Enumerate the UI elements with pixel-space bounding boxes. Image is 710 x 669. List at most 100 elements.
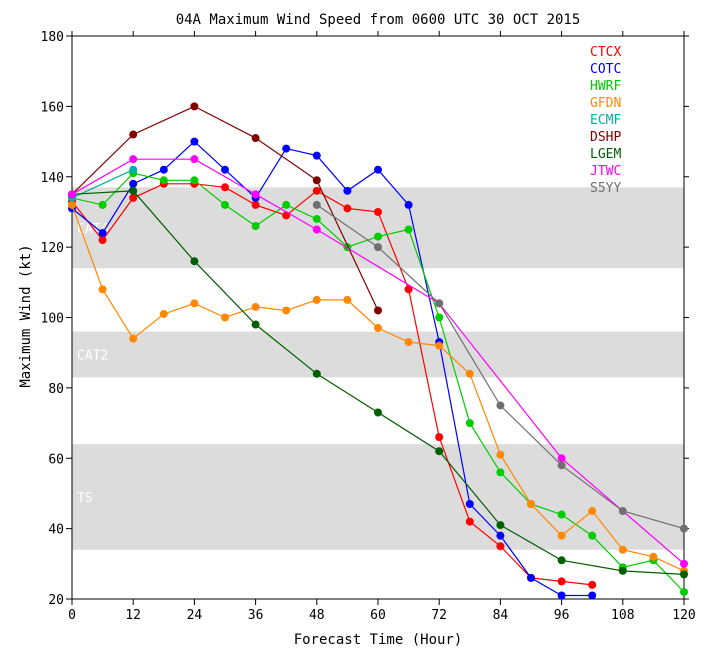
point-cotc: [527, 573, 535, 582]
series-gfdn: [68, 200, 688, 575]
point-gfdn: [251, 302, 260, 311]
y-tick-label: 120: [41, 241, 64, 256]
series-line-cotc: [71, 140, 593, 597]
point-dshp: [129, 130, 138, 139]
point-hwrf: [221, 200, 229, 209]
point-s5yy: [496, 401, 505, 410]
point-s5yy: [312, 200, 321, 209]
y-tick-label: 160: [41, 100, 64, 115]
point-hwrf: [435, 313, 444, 322]
series-lgem: [68, 186, 688, 579]
point-hwrf: [98, 200, 107, 209]
y-tick-label: 140: [41, 171, 64, 186]
x-tick-label: 108: [611, 608, 634, 623]
point-hwrf: [159, 176, 168, 185]
point-ctcx: [343, 204, 352, 213]
point-gfdn: [343, 295, 352, 304]
point-lgem: [251, 320, 260, 329]
band-cat4: [72, 187, 684, 269]
y-tick-label: 20: [48, 593, 64, 608]
x-tick-label: 24: [187, 608, 203, 623]
y-tick-label: 80: [48, 382, 64, 397]
point-ctcx: [465, 517, 474, 526]
point-hwrf: [312, 214, 321, 223]
point-gfdn: [68, 200, 76, 209]
point-cotc: [404, 200, 413, 209]
point-jtwc: [312, 225, 321, 234]
point-jtwc: [68, 190, 76, 199]
legend-entry-dshp: DSHP: [590, 130, 621, 145]
point-jtwc: [251, 190, 260, 199]
y-tick-label: 40: [48, 523, 64, 538]
point-hwrf: [190, 176, 199, 185]
point-ctcx: [98, 236, 107, 245]
point-lgem: [129, 186, 138, 195]
point-dshp: [190, 102, 199, 111]
point-hwrf: [251, 222, 260, 231]
point-cotc: [312, 151, 321, 160]
point-ctcx: [435, 433, 444, 442]
legend-entry-hwrf: HWRF: [590, 79, 621, 94]
point-jtwc: [557, 454, 566, 463]
point-gfdn: [159, 309, 168, 318]
point-cotc: [343, 186, 352, 195]
x-tick-label: 120: [672, 608, 695, 623]
point-cotc: [374, 165, 382, 174]
point-cotc: [465, 499, 474, 508]
point-ctcx: [588, 580, 597, 589]
point-ctcx: [557, 577, 566, 586]
x-tick-label: 84: [493, 608, 509, 623]
point-hwrf: [680, 587, 688, 596]
point-cotc: [98, 229, 107, 238]
legend-entry-cotc: COTC: [590, 62, 621, 77]
y-axis-label: Maximum Wind (kt): [18, 244, 34, 387]
point-dshp: [312, 176, 321, 185]
legend-entry-gfdn: GFDN: [590, 96, 621, 111]
point-hwrf: [465, 419, 474, 428]
point-ctcx: [374, 207, 382, 216]
y-tick-label: 180: [41, 30, 64, 45]
band-ts: [72, 444, 684, 550]
series-hwrf: [68, 169, 688, 596]
point-s5yy: [557, 461, 566, 470]
point-gfdn: [221, 313, 229, 322]
series-jtwc: [68, 155, 688, 568]
chart-title: 04A Maximum Wind Speed from 0600 UTC 30 …: [176, 12, 581, 28]
y-tick-label: 100: [41, 312, 64, 327]
legend-entry-jtwc: JTWC: [590, 164, 621, 179]
band-label-cat1: CAT1: [77, 405, 108, 420]
point-ctcx: [312, 186, 321, 195]
point-cotc: [557, 591, 566, 600]
x-tick-label: 72: [431, 608, 447, 623]
point-lgem: [496, 521, 505, 530]
series-line-jtwc: [71, 158, 685, 565]
point-cotc: [496, 531, 505, 540]
point-ctcx: [282, 211, 291, 220]
point-hwrf: [282, 200, 291, 209]
point-hwrf: [374, 232, 382, 241]
x-tick-label: 36: [248, 608, 264, 623]
band-label-cat3: CAT3: [77, 294, 108, 309]
x-tick-label: 0: [68, 608, 76, 623]
point-lgem: [435, 447, 444, 456]
x-tick-label: 96: [554, 608, 570, 623]
point-gfdn: [465, 369, 474, 378]
point-gfdn: [312, 295, 321, 304]
point-cotc: [129, 179, 138, 188]
point-gfdn: [527, 499, 535, 508]
series-line-dshp: [71, 105, 379, 311]
y-tick-label: 60: [48, 452, 64, 467]
point-s5yy: [435, 299, 444, 308]
point-ctcx: [129, 193, 138, 202]
point-gfdn: [496, 450, 505, 459]
point-cotc: [282, 144, 291, 153]
point-hwrf: [496, 468, 505, 477]
point-jtwc: [680, 559, 688, 568]
x-tick-label: 60: [370, 608, 386, 623]
legend-entry-lgem: LGEM: [590, 147, 621, 162]
point-gfdn: [557, 531, 566, 540]
x-tick-label: 12: [125, 608, 141, 623]
series-s5yy: [312, 200, 688, 533]
point-dshp: [251, 134, 260, 143]
point-hwrf: [588, 531, 597, 540]
